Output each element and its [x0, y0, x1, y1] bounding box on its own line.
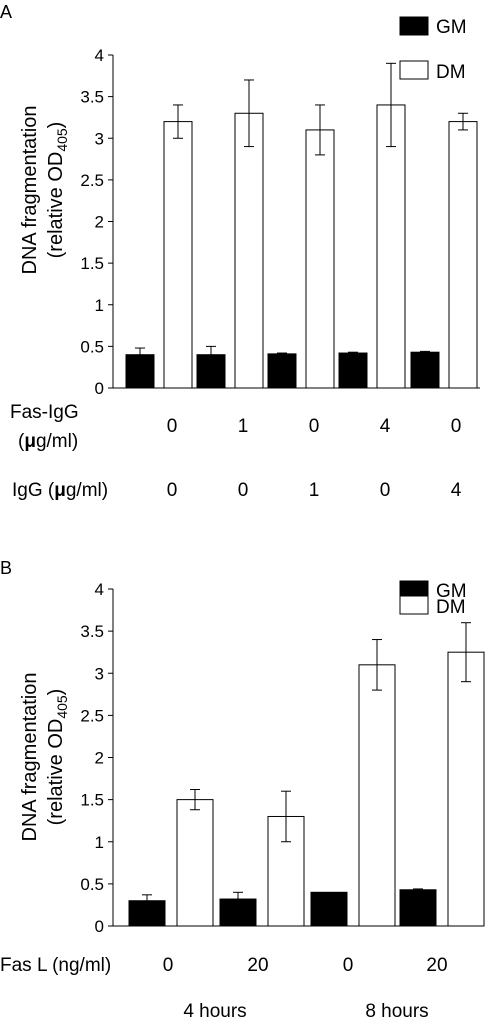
panel-a-igg-label: IgG (μg/ml) — [12, 480, 108, 501]
panel-a-ylabel-line1: DNA fragmentation — [19, 106, 41, 275]
legend-gm-swatch — [399, 16, 429, 36]
y-tick-label: 0.5 — [80, 337, 104, 356]
bar-dm — [163, 121, 193, 389]
condition-value: 0 — [343, 955, 354, 976]
y-tick-label: 2.5 — [80, 706, 104, 725]
condition-value: 1 — [309, 480, 320, 501]
legend-dm-label: DM — [436, 62, 466, 83]
legend-gm-label: GM — [436, 581, 467, 602]
panel-a-plot: 0 0.5 1 1.5 2 2.5 3 3.5 4 — [80, 46, 480, 398]
y-tick-label: 3 — [95, 664, 104, 683]
condition-value: 0 — [380, 480, 391, 501]
bar-dm — [305, 129, 335, 389]
bar-gm — [196, 354, 226, 389]
legend-dm-label: DM — [436, 597, 466, 618]
panel-b: B GM DM DNA fragmentation (relative OD40… — [0, 558, 485, 1021]
condition-value: 1 — [238, 416, 249, 437]
bar-gm — [310, 891, 348, 927]
condition-value: 0 — [238, 480, 249, 501]
panel-a-ylabel-sub: 405 — [54, 128, 70, 152]
panel-a-ylabel-prefix: (relative OD — [45, 152, 67, 259]
y-tick-label: 1 — [95, 833, 104, 852]
panel-b-fasl-values: 0 20 0 20 — [163, 955, 448, 976]
y-tick-label: 0 — [95, 379, 104, 398]
y-tick-label: 2.5 — [80, 171, 104, 190]
legend-gm-label: GM — [436, 17, 467, 38]
bar-gm — [399, 889, 437, 927]
panel-a-igg-values: 0 0 1 0 4 — [167, 480, 462, 501]
bar-dm — [176, 799, 214, 927]
panel-b-ylabel-line1: DNA fragmentation — [19, 673, 41, 842]
bar-dm — [376, 104, 406, 389]
panel-b-ylabel-prefix: (relative OD — [45, 719, 67, 826]
panel-b-ylabel-suffix: ) — [45, 689, 67, 696]
panel-a: A GM DM DNA fragmentation (relative OD40… — [0, 2, 480, 501]
condition-value: 0 — [167, 416, 178, 437]
panel-b-letter: B — [0, 558, 12, 578]
condition-value: 0 — [163, 955, 174, 976]
bar-dm — [447, 651, 485, 927]
panel-a-fasigg-unit: (μg/ml) — [18, 431, 78, 452]
panel-b-legend: GM DM — [399, 580, 467, 618]
panel-b-plot: 0 0.5 1 1.5 2 2.5 3 3.5 4 — [80, 580, 485, 936]
panel-a-fasigg-values: 0 1 0 4 0 — [167, 416, 462, 437]
condition-value: 0 — [167, 480, 178, 501]
condition-value: 0 — [451, 416, 462, 437]
bar-dm — [358, 664, 396, 927]
y-tick-label: 2 — [95, 213, 104, 232]
y-tick-label: 1.5 — [80, 791, 104, 810]
panel-a-ylabel-line2: (relative OD405) — [45, 122, 70, 259]
y-tick-label: 4 — [95, 580, 104, 599]
condition-value: 20 — [247, 955, 268, 976]
panel-b-time-label-8h: 8 hours — [365, 1001, 428, 1021]
panel-b-time-label-4h: 4 hours — [183, 1001, 246, 1021]
condition-value: 4 — [380, 416, 391, 437]
y-tick-label: 0.5 — [80, 875, 104, 894]
panel-a-fasigg-label: Fas-IgG — [10, 402, 79, 423]
y-tick-label: 0 — [95, 917, 104, 936]
y-tick-label: 4 — [95, 46, 104, 65]
bar-dm — [448, 121, 478, 389]
y-tick-label: 2 — [95, 749, 104, 768]
panel-b-ylabel-sub: 405 — [54, 695, 70, 719]
condition-value: 20 — [426, 955, 447, 976]
bar-gm — [267, 353, 297, 389]
y-tick-label: 3 — [95, 129, 104, 148]
bar-dm — [234, 112, 264, 389]
legend-dm-swatch — [399, 595, 429, 615]
bar-gm — [410, 351, 440, 389]
legend-dm-swatch — [399, 60, 429, 80]
y-tick-label: 3.5 — [80, 622, 104, 641]
panel-a-legend: GM DM — [399, 16, 467, 83]
bar-gm — [338, 352, 368, 389]
panel-b-fasl-label: Fas L (ng/ml) — [0, 955, 111, 976]
condition-value: 4 — [451, 480, 462, 501]
panel-a-ylabel-suffix: ) — [45, 122, 67, 129]
y-tick-label: 1 — [95, 296, 104, 315]
panel-a-letter: A — [0, 2, 12, 22]
y-tick-label: 1.5 — [80, 254, 104, 273]
y-tick-label: 3.5 — [80, 88, 104, 107]
condition-value: 0 — [309, 416, 320, 437]
panel-b-ylabel-line2: (relative OD405) — [45, 689, 70, 826]
